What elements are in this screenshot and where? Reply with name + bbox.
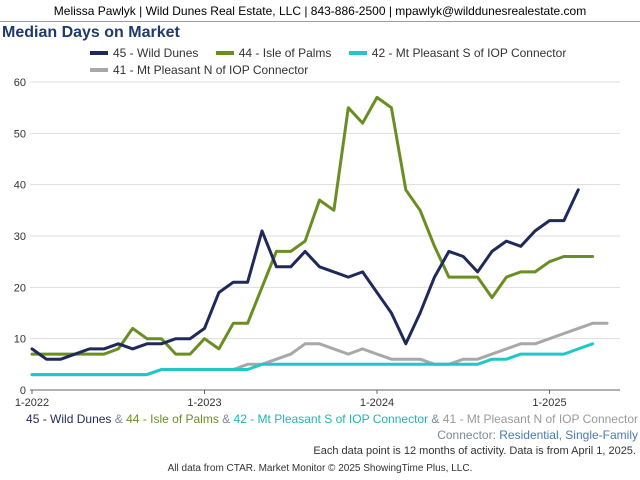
x-tick-label: 1-2022 — [15, 397, 49, 409]
legend-swatch — [348, 51, 367, 55]
caption-joiner: & — [114, 412, 123, 426]
header-divider — [0, 21, 640, 22]
legend-entry-mt-pleasant-n: 41 - Mt Pleasant N of IOP Connector — [90, 62, 308, 78]
caption-suffix: Connector: — [437, 428, 496, 442]
legend-swatch — [90, 68, 108, 72]
series-line-mt-pleasant-s — [30, 342, 595, 377]
series-line-wild-dunes — [30, 188, 580, 361]
legend-label: 45 - Wild Dunes — [113, 46, 199, 60]
y-tick-label: 0 — [20, 385, 26, 397]
line-chart: 0 10 20 30 40 50 60 1-2022 1-2023 1-2024 1-2025 — [14, 77, 620, 409]
source-note: All data from CTAR. Market Monitor © 202… — [167, 463, 473, 474]
legend-label: 41 - Mt Pleasant N of IOP Connector — [113, 63, 309, 77]
x-tick-label: 1-2025 — [532, 397, 566, 409]
caption-joiner: & — [431, 412, 440, 426]
caption-series-mt-pleasant-s: 42 - Mt Pleasant S of IOP Connector — [233, 412, 429, 426]
legend-label: 42 - Mt Pleasant S of IOP Connector — [371, 46, 567, 60]
caption-series-isle-of-palms: 44 - Isle of Palms — [126, 412, 219, 426]
y-tick-label: 50 — [14, 128, 26, 140]
y-tick-label: 10 — [14, 334, 26, 346]
caption-series-wild-dunes: 45 - Wild Dunes — [26, 412, 112, 426]
x-tick-label: 1-2023 — [187, 397, 221, 409]
legend-label: 44 - Isle of Palms — [238, 46, 332, 60]
series-line-isle-of-palms — [30, 95, 595, 356]
legend-entry-wild-dunes: 45 - Wild Dunes — [90, 45, 198, 61]
legend-swatch — [215, 51, 234, 55]
chart-title: Median Days on Market — [2, 24, 180, 41]
activity-note: Each data point is 12 months of activity… — [313, 445, 636, 457]
legend-entry-isle-of-palms: 44 - Isle of Palms — [215, 45, 332, 61]
contact-header: Melissa Pawlyk | Wild Dunes Real Estate,… — [0, 0, 640, 22]
y-tick-label: 20 — [14, 282, 26, 294]
caption-series-mt-pleasant-n: 41 - Mt Pleasant N of IOP Connector — [442, 412, 638, 426]
legend-swatch — [90, 51, 108, 55]
y-tick-label: 30 — [14, 231, 26, 243]
caption-joiner: & — [222, 412, 231, 426]
caption-filter: Residential, Single-Family — [499, 428, 638, 442]
chart-legend: 45 - Wild Dunes 44 - Isle of Palms 42 - … — [90, 44, 630, 78]
series-caption: 45 - Wild Dunes & 44 - Isle of Palms & 4… — [2, 412, 638, 426]
y-tick-label: 40 — [14, 180, 26, 192]
legend-entry-mt-pleasant-s: 42 - Mt Pleasant S of IOP Connector — [348, 45, 567, 61]
x-tick-label: 1-2024 — [360, 397, 394, 409]
caption-filter-line: Connector: Residential, Single-Family — [437, 428, 638, 442]
y-tick-label: 60 — [14, 77, 26, 89]
